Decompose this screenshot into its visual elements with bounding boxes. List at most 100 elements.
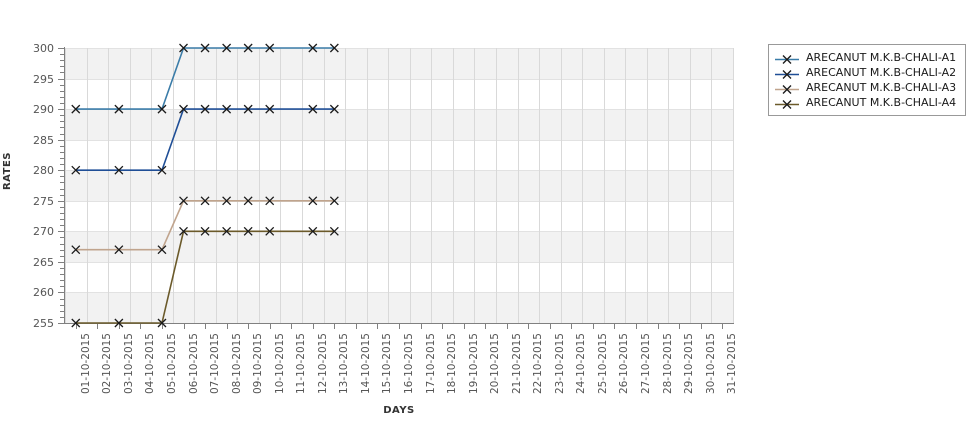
y-tick-minor — [60, 268, 64, 269]
x-tick-label: 12-10-2015 — [316, 333, 329, 395]
x-tick-label: 22-10-2015 — [532, 333, 545, 395]
y-tick-label: 285 — [33, 133, 54, 147]
legend-label: ARECANUT M.K.B-CHALI-A2 — [806, 66, 957, 79]
y-tick-minor — [60, 304, 64, 306]
x-tick-label: 28-10-2015 — [661, 333, 674, 395]
y-tick-minor — [60, 60, 64, 62]
y-tick-minor — [60, 182, 64, 184]
gridline-vertical — [302, 48, 303, 323]
x-tick — [270, 324, 271, 329]
background-band — [65, 170, 733, 201]
x-tick — [614, 324, 615, 329]
x-tick — [356, 324, 357, 329]
gridline-vertical — [518, 48, 519, 323]
gridline-vertical — [216, 48, 217, 323]
x-tick-label: 18-10-2015 — [446, 333, 459, 395]
legend-label: ARECANUT M.K.B-CHALI-A1 — [806, 51, 957, 64]
y-tick-minor — [60, 151, 64, 153]
gridline-vertical — [711, 48, 712, 323]
x-tick — [571, 324, 572, 329]
background-band — [65, 231, 733, 262]
x-tick-label: 30-10-2015 — [704, 333, 717, 395]
y-tick-minor — [60, 145, 64, 147]
x-tick — [593, 324, 594, 329]
y-tick-minor — [60, 213, 64, 214]
x-tick — [97, 324, 98, 329]
gridline-vertical — [474, 48, 475, 323]
gridline-horizontal — [65, 78, 733, 80]
x-tick-label: 16-10-2015 — [403, 333, 415, 395]
y-tick — [58, 200, 64, 202]
gridline-vertical — [733, 48, 734, 323]
x-tick-label: 08-10-2015 — [230, 333, 243, 395]
x-tick — [140, 324, 141, 329]
gridline-vertical — [647, 48, 648, 323]
x-tick-label: 05-10-2015 — [165, 333, 178, 395]
background-band — [65, 292, 733, 323]
y-tick-label: 260 — [33, 286, 54, 300]
x-tick-label: 04-10-2015 — [144, 333, 157, 395]
y-tick-label: 300 — [33, 42, 54, 55]
x-tick-label: 09-10-2015 — [252, 333, 265, 395]
x-tick — [528, 324, 529, 329]
gridline-vertical — [690, 48, 691, 323]
legend-marker-icon — [774, 66, 800, 79]
y-tick-minor — [60, 310, 64, 312]
x-tick — [76, 324, 77, 329]
legend-item[interactable]: ARECANUT M.K.B-CHALI-A4 — [774, 95, 956, 110]
y-tick — [58, 109, 64, 111]
y-tick-minor — [60, 206, 64, 208]
gridline-vertical — [324, 48, 325, 323]
x-tick-label: 24-10-2015 — [575, 333, 588, 395]
legend-item[interactable]: ARECANUT M.K.B-CHALI-A2 — [774, 65, 956, 80]
x-tick — [679, 324, 680, 329]
x-tick — [313, 324, 314, 329]
gridline-vertical — [237, 48, 238, 323]
background-band — [65, 109, 733, 140]
x-tick — [184, 324, 185, 329]
plot-area — [65, 48, 734, 324]
x-tick-label: 25-10-2015 — [596, 333, 609, 395]
x-tick — [421, 324, 422, 329]
y-tick-minor — [60, 274, 64, 276]
gridline-vertical — [561, 48, 562, 323]
x-tick — [334, 324, 335, 329]
x-tick — [162, 324, 163, 329]
legend-item[interactable]: ARECANUT M.K.B-CHALI-A3 — [774, 80, 956, 95]
y-tick — [58, 323, 64, 324]
y-tick-minor — [60, 164, 64, 166]
gridline-vertical — [625, 48, 626, 323]
y-tick-minor — [60, 237, 64, 239]
x-tick-label: 07-10-2015 — [209, 333, 222, 395]
y-tick-minor — [60, 90, 64, 92]
x-axis-title: DAYS — [383, 405, 415, 416]
gridline-vertical — [453, 48, 454, 323]
x-tick — [485, 324, 486, 329]
y-tick-minor — [60, 133, 64, 135]
x-tick-label: 06-10-2015 — [187, 333, 200, 395]
x-tick-label: 23-10-2015 — [553, 333, 566, 395]
gridline-vertical — [668, 48, 669, 323]
legend-item[interactable]: ARECANUT M.K.B-CHALI-A1 — [774, 50, 956, 65]
x-tick — [658, 324, 659, 329]
gridline-vertical — [108, 48, 109, 323]
gridline-horizontal — [65, 200, 733, 202]
gridline-vertical — [194, 48, 195, 323]
y-tick — [58, 261, 64, 263]
gridline-vertical — [259, 48, 260, 323]
y-tick-label: 290 — [33, 103, 54, 117]
gridline-vertical — [582, 48, 583, 323]
x-tick-label: 10-10-2015 — [273, 333, 286, 395]
x-tick — [119, 324, 120, 329]
x-tick — [507, 324, 508, 329]
x-tick-label: 03-10-2015 — [122, 333, 135, 395]
y-tick-minor — [60, 316, 64, 318]
x-tick-label: 20-10-2015 — [489, 333, 502, 395]
gridline-vertical — [65, 48, 66, 323]
x-tick-label: 21-10-2015 — [510, 333, 523, 395]
y-tick-minor — [60, 72, 64, 74]
y-tick-minor — [60, 115, 64, 117]
gridline-vertical — [345, 48, 346, 323]
x-tick — [464, 324, 465, 329]
gridline-vertical — [431, 48, 432, 323]
